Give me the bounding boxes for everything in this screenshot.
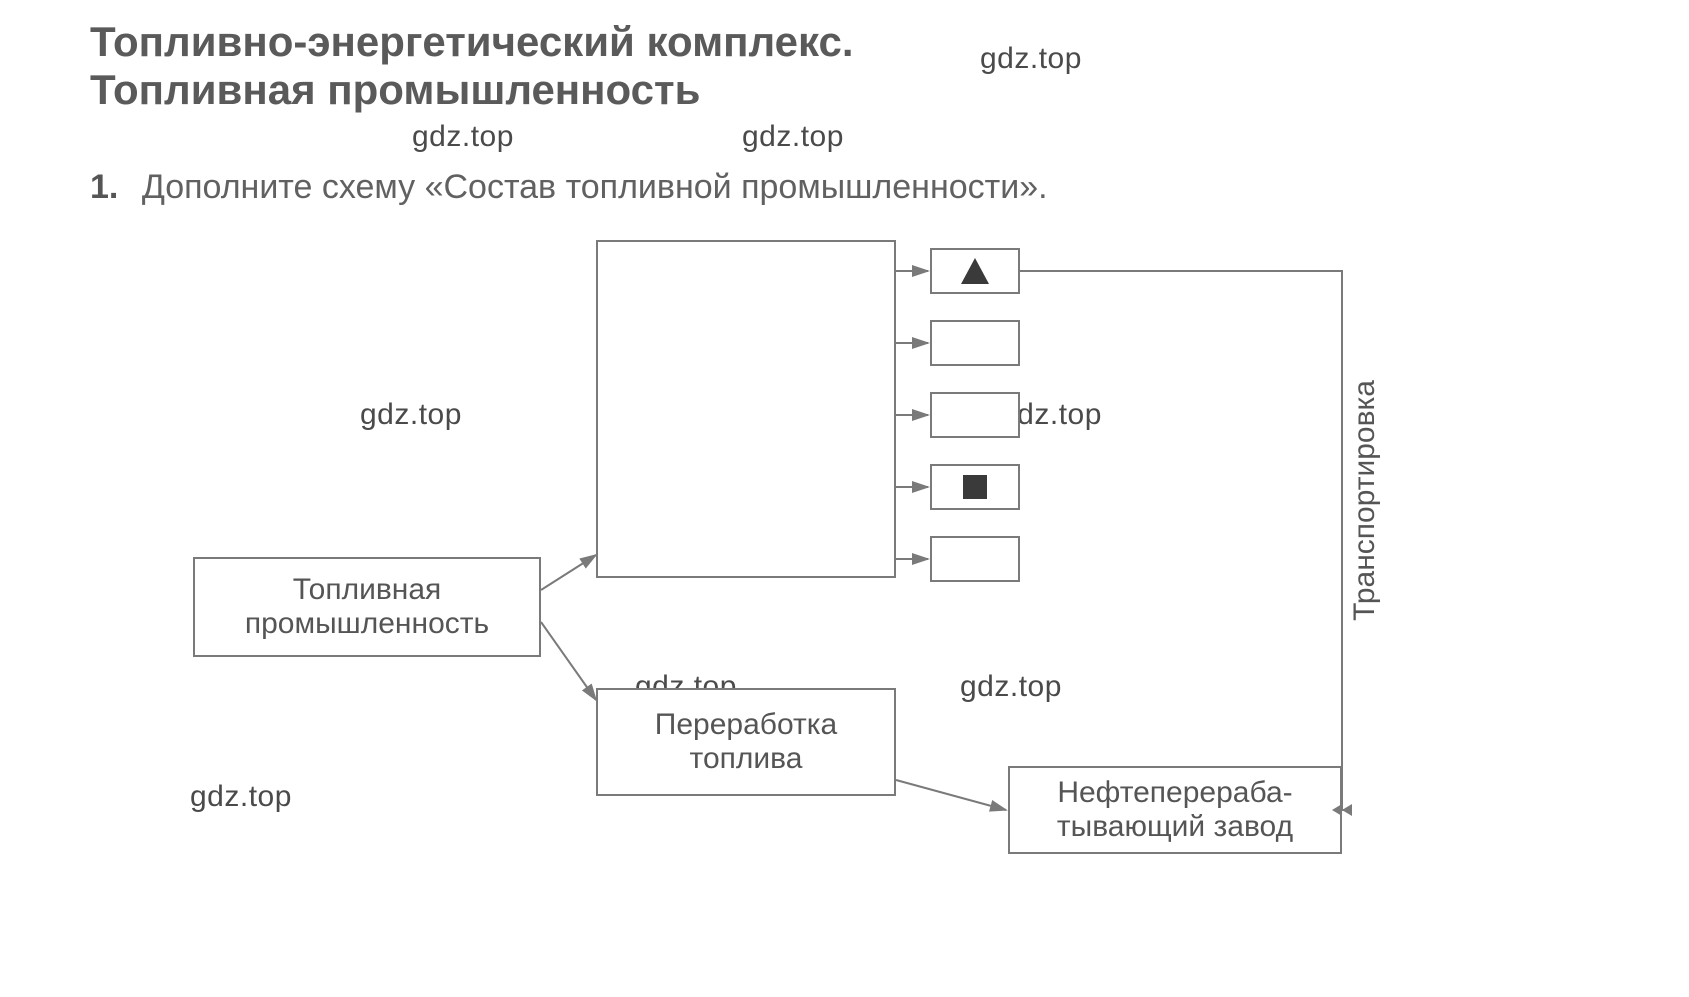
node-root: Топливная промышленность bbox=[193, 557, 541, 657]
processing-label1: Переработка bbox=[655, 708, 837, 741]
processing-label2: топлива bbox=[690, 742, 803, 775]
heading-line2: Топливная промышленность bbox=[90, 66, 700, 113]
heading-line1: Топливно-энергетический комплекс. bbox=[90, 18, 854, 65]
node-processing: Переработка топлива bbox=[596, 688, 896, 796]
small-box-2 bbox=[930, 320, 1020, 366]
transport-label: Транспортировка bbox=[1348, 380, 1382, 621]
small-box-1 bbox=[930, 248, 1020, 294]
watermark: gdz.top bbox=[742, 120, 844, 154]
watermark: gdz.top bbox=[190, 780, 292, 814]
refinery-label1: Нефтеперераба- bbox=[1057, 776, 1292, 809]
root-label2: промышленность bbox=[245, 607, 489, 640]
root-label1: Топливная bbox=[293, 573, 442, 606]
small-box-3 bbox=[930, 392, 1020, 438]
task-line: 1. Дополните схему «Состав топливной про… bbox=[90, 168, 1048, 207]
watermark: gdz.top bbox=[960, 670, 1062, 704]
watermark: gdz.top bbox=[412, 120, 514, 154]
square-icon bbox=[963, 475, 987, 499]
small-box-4 bbox=[930, 464, 1020, 510]
watermark: gdz.top bbox=[360, 398, 462, 432]
refinery-label2: тывающий завод bbox=[1057, 810, 1293, 843]
small-box-5 bbox=[930, 536, 1020, 582]
node-big-box bbox=[596, 240, 896, 578]
task-number: 1. bbox=[90, 168, 118, 206]
watermark: gdz.top bbox=[980, 42, 1082, 76]
task-text: Дополните схему «Состав топливной промыш… bbox=[142, 168, 1048, 206]
arrow-head-transport bbox=[1332, 804, 1342, 816]
page-heading: Топливно-энергетический комплекс. Топлив… bbox=[90, 18, 854, 115]
triangle-icon bbox=[961, 258, 989, 284]
node-refinery: Нефтеперераба- тывающий завод bbox=[1008, 766, 1342, 854]
